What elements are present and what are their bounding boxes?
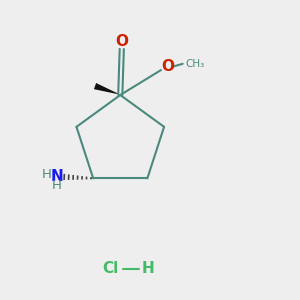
Text: H: H (52, 179, 61, 192)
Polygon shape (94, 83, 120, 95)
Text: H: H (142, 261, 154, 276)
Text: O: O (115, 34, 128, 49)
Text: H: H (42, 168, 52, 181)
Text: Cl: Cl (103, 261, 119, 276)
Text: CH₃: CH₃ (186, 59, 205, 69)
Text: O: O (161, 59, 174, 74)
Text: N: N (50, 169, 63, 184)
